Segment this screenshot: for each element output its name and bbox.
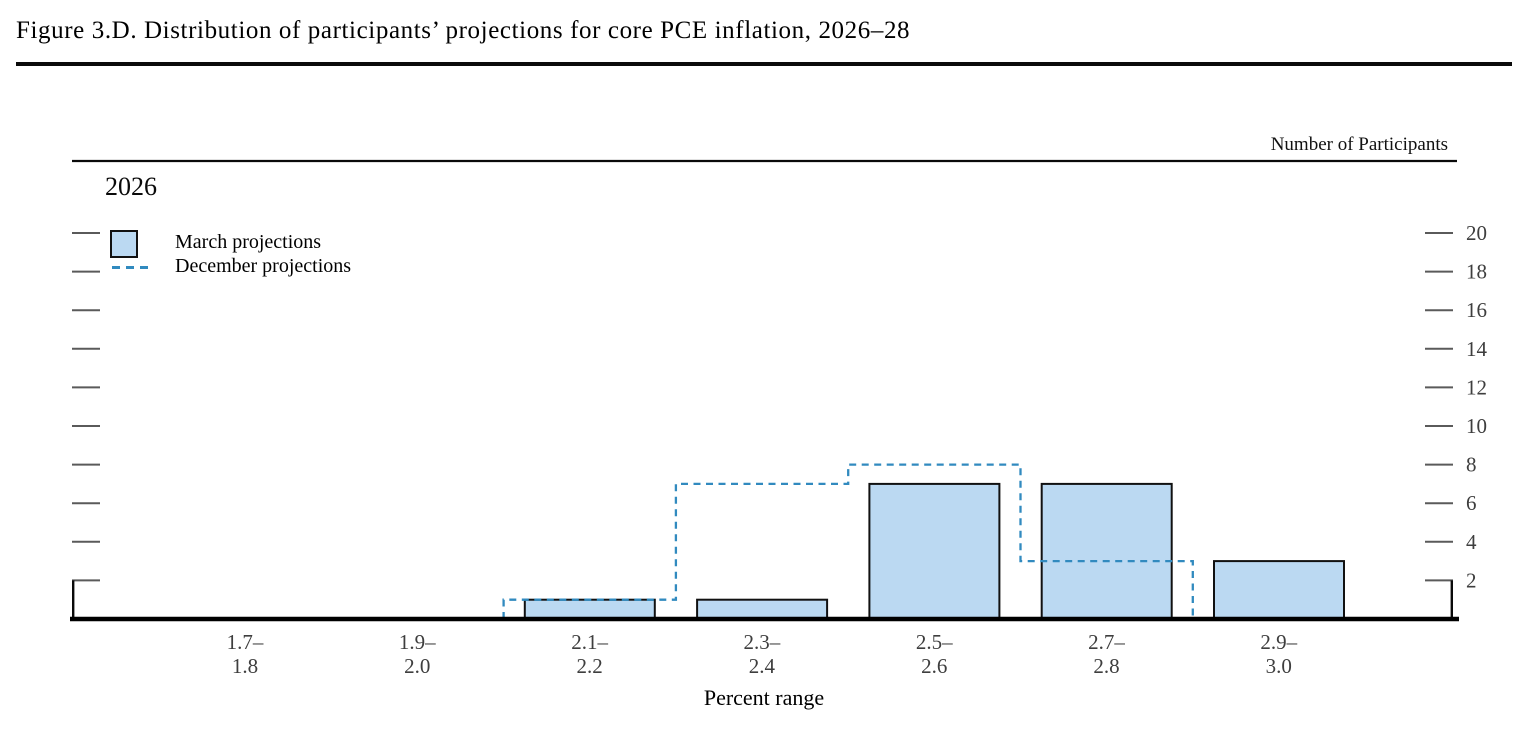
x-tick-label: 1.7– 1.8 bbox=[227, 630, 264, 678]
x-tick-label: 2.3– 2.4 bbox=[744, 630, 781, 678]
x-tick-label: 2.5– 2.6 bbox=[916, 630, 953, 678]
y-tick-label: 6 bbox=[1466, 491, 1477, 515]
y-tick-label: 4 bbox=[1466, 530, 1477, 554]
title-rule bbox=[16, 62, 1512, 66]
bar-march-2.3–2.4 bbox=[696, 598, 829, 621]
x-tick-label: 2.1– 2.2 bbox=[571, 630, 608, 678]
y-tick-label: 2 bbox=[1466, 568, 1477, 592]
y-tick-label: 16 bbox=[1466, 298, 1487, 322]
december-step-line bbox=[502, 463, 1194, 619]
y-tick-label: 8 bbox=[1466, 453, 1477, 477]
march-legend-swatch bbox=[110, 230, 138, 258]
bar-march-2.5–2.6 bbox=[868, 482, 1001, 620]
march-legend-label: March projections bbox=[175, 231, 322, 253]
bar-march-2.9–3.0 bbox=[1213, 560, 1345, 620]
x-tick-label: 2.7– 2.8 bbox=[1088, 630, 1125, 678]
figure-title: Figure 3.D. Distribution of participants… bbox=[16, 17, 911, 44]
december-legend-label: December projections bbox=[175, 255, 352, 277]
december-legend-swatch bbox=[112, 266, 152, 269]
participants-axis-title: Number of Participants bbox=[1270, 134, 1448, 155]
x-tick-label: 1.9– 2.0 bbox=[399, 630, 436, 678]
bar-march-2.7–2.8 bbox=[1040, 482, 1173, 620]
legend: March projections December projections bbox=[110, 230, 450, 290]
y-tick-label: 10 bbox=[1466, 414, 1487, 438]
y-tick-label: 20 bbox=[1466, 221, 1487, 245]
x-axis-title: Percent range bbox=[703, 685, 825, 710]
y-tick-label: 18 bbox=[1466, 260, 1487, 284]
bar-march-2.1–2.2 bbox=[523, 598, 656, 621]
y-tick-label: 12 bbox=[1466, 375, 1487, 399]
x-tick-label: 2.9– 3.0 bbox=[1260, 630, 1297, 678]
y-tick-label: 14 bbox=[1466, 337, 1488, 361]
panel-year-label: 2026 bbox=[105, 172, 157, 201]
